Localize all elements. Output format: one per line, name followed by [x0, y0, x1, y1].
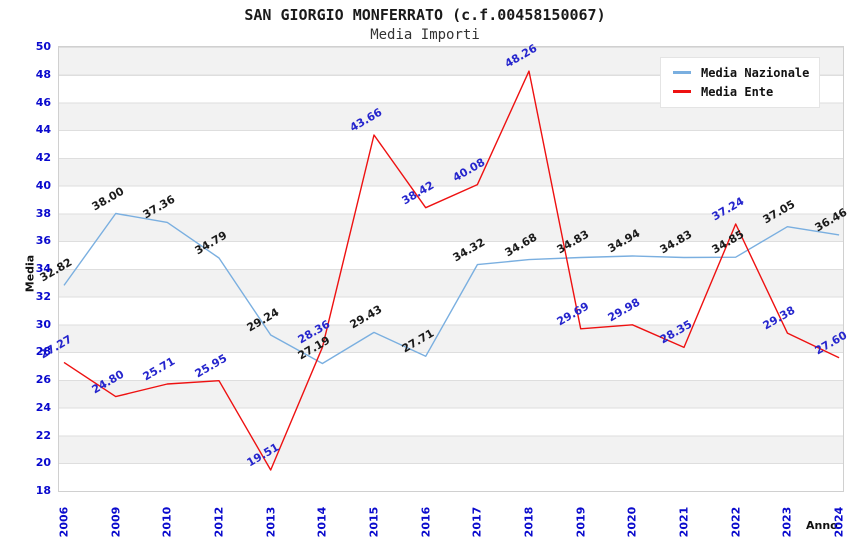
x-tick-label: 2022: [729, 506, 743, 538]
legend-label: Media Nazionale: [701, 65, 810, 80]
x-tick-label: 2023: [780, 506, 794, 538]
x-tick-label: 2016: [419, 506, 433, 538]
chart-title: SAN GIORGIO MONFERRATO (c.f.00458150067): [244, 6, 606, 24]
y-tick-label: 22: [35, 428, 51, 442]
y-tick-label: 36: [35, 234, 51, 248]
y-tick-label: 30: [35, 317, 51, 331]
x-tick-label: 2015: [367, 506, 381, 538]
x-tick-label: 2024: [832, 506, 846, 538]
x-axis-label: Anno: [806, 519, 838, 532]
y-tick-label: 42: [35, 151, 51, 164]
x-tick-label: 2020: [625, 506, 639, 538]
y-tick-label: 44: [35, 123, 51, 137]
x-tick-label: 2021: [677, 506, 691, 538]
y-tick-label: 48: [35, 67, 51, 81]
y-tick-label: 46: [35, 95, 51, 109]
legend: Media Nazionale Media Ente: [660, 57, 820, 108]
y-tick-label: 18: [35, 484, 51, 497]
y-tick-label: 20: [35, 456, 51, 470]
x-tick-label: 2018: [522, 506, 536, 538]
x-tick-label: 2013: [264, 506, 278, 538]
y-tick-label: 24: [35, 400, 51, 414]
y-tick-label: 38: [35, 206, 51, 220]
y-tick-label: 40: [35, 178, 51, 192]
y-tick-label: 32: [35, 289, 51, 303]
x-tick-label: 2010: [160, 506, 174, 538]
x-tick-label: 2009: [109, 506, 123, 538]
x-tick-label: 2006: [57, 506, 71, 538]
plot-area: 32.82 38.00 37.36 34.79 29.24 27.19 29.43 27.71…: [36, 40, 850, 537]
chart-subtitle: Media Importi: [370, 27, 480, 43]
series-line-media-nazionale: [63, 212, 840, 365]
x-tick-label: 2017: [470, 506, 484, 538]
x-tick-label: 2012: [212, 506, 226, 538]
y-tick-label: 26: [35, 373, 51, 386]
legend-label: Media Ente: [701, 84, 774, 99]
y-tick-label: 28: [35, 345, 51, 359]
legend-line-swatch-nazionale: [673, 71, 691, 74]
legend-line-swatch-ente: [673, 90, 691, 93]
series-line-media-ente: [63, 70, 840, 471]
legend-item-media-ente: Media Ente: [661, 82, 819, 101]
series-plot-svg: [63, 70, 840, 471]
x-tick-label: 2019: [574, 506, 588, 538]
y-tick-label: 34: [35, 262, 51, 275]
legend-item-media-nazionale: Media Nazionale: [661, 63, 819, 82]
x-tick-label: 2014: [315, 506, 329, 538]
y-tick-label: 50: [35, 40, 51, 53]
